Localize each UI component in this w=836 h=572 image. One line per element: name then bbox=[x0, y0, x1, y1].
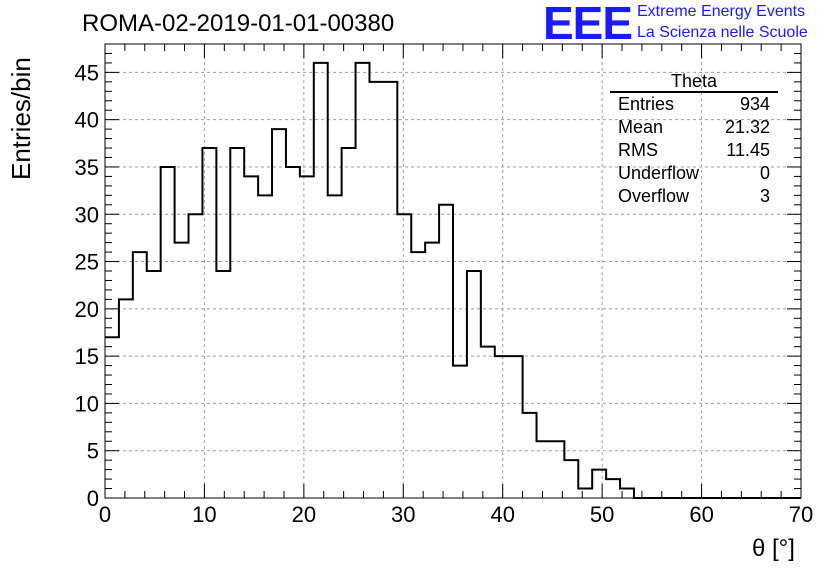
stats-row-entries: Entries 934 bbox=[610, 93, 778, 116]
y-tick-label: 5 bbox=[87, 439, 99, 464]
y-tick-label: 35 bbox=[75, 155, 99, 180]
eee-logo: EEE bbox=[543, 0, 633, 49]
stats-value: 934 bbox=[739, 94, 770, 114]
histogram-outline bbox=[105, 61, 801, 499]
y-axis-label: Entries/bin bbox=[6, 57, 36, 180]
y-tick-label: 25 bbox=[75, 250, 99, 275]
stats-label: Entries bbox=[618, 94, 675, 114]
stats-value: 3 bbox=[759, 186, 770, 206]
x-tick-label: 60 bbox=[689, 502, 713, 527]
stats-row-mean: Mean 21.32 bbox=[610, 116, 778, 139]
y-tick-label: 15 bbox=[75, 344, 99, 369]
y-tick-label: 30 bbox=[75, 202, 99, 227]
stats-row-underflow: Underflow 0 bbox=[610, 162, 778, 185]
stats-label: RMS bbox=[618, 140, 658, 160]
stats-value: 21.32 bbox=[724, 117, 770, 137]
stats-label: Overflow bbox=[618, 186, 690, 206]
stats-row-rms: RMS 11.45 bbox=[610, 139, 778, 162]
logo-caption-line1: Extreme Energy Events bbox=[637, 3, 806, 20]
stats-title: Theta bbox=[610, 72, 778, 93]
stats-value: 0 bbox=[759, 163, 770, 183]
stats-value: 11.45 bbox=[726, 140, 770, 160]
x-tick-label: 30 bbox=[391, 502, 415, 527]
y-tick-label: 20 bbox=[75, 297, 99, 322]
stats-row-overflow: Overflow 3 bbox=[610, 185, 778, 208]
x-tick-label: 0 bbox=[99, 502, 111, 527]
statistics-box: Theta Entries 934 Mean 21.32 RMS 11.45 U… bbox=[610, 72, 778, 208]
y-tick-label: 40 bbox=[75, 108, 99, 133]
x-tick-label: 10 bbox=[192, 502, 216, 527]
stats-label: Mean bbox=[618, 117, 664, 137]
x-tick-label: 70 bbox=[789, 502, 813, 527]
x-tick-label: 50 bbox=[590, 502, 614, 527]
x-axis-label: θ [°] bbox=[752, 535, 795, 562]
x-tick-label: 40 bbox=[490, 502, 514, 527]
y-tick-label: 45 bbox=[75, 60, 99, 85]
stats-label: Underflow bbox=[618, 163, 700, 183]
y-tick-label: 0 bbox=[87, 486, 99, 511]
x-tick-label: 20 bbox=[292, 502, 316, 527]
logo-caption-line2: La Scienza nelle Scuole bbox=[637, 24, 808, 41]
y-tick-label: 10 bbox=[75, 391, 99, 416]
chart-title: ROMA-02-2019-01-01-00380 bbox=[82, 10, 395, 37]
